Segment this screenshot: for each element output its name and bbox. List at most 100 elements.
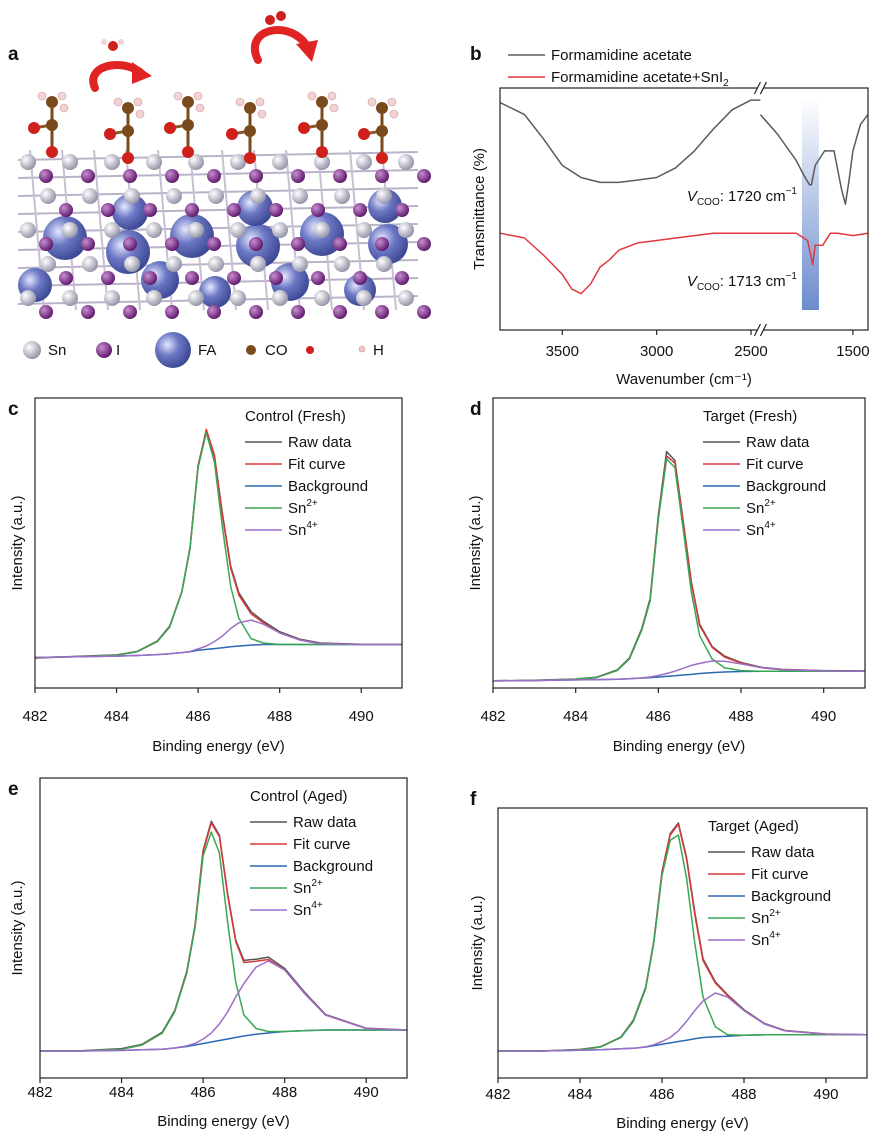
sn-atom [356,290,372,306]
legend-label: Sn2+ [746,498,776,517]
legend-label-part: Raw data [751,844,815,861]
h-atom [195,103,205,113]
legend-label: Raw data [293,814,357,831]
legend-label-part: 4+ [311,900,323,911]
x-tick-label: 2500 [734,343,767,360]
legend-label: Sn4+ [751,930,781,949]
o-atom [298,122,310,134]
sn-atom [230,222,246,238]
sn-atom [104,290,120,306]
i-atom [207,305,221,319]
legend-label-part: Sn [746,500,764,517]
y-axis-label: Transmittance (%) [471,148,488,270]
i-atom [165,237,179,251]
sn-atom [188,222,204,238]
i-atom [165,169,179,183]
plot-frame [497,807,868,1079]
sn-atom [230,290,246,306]
plot-frame [499,87,869,331]
i-atom [333,169,347,183]
o-atom [108,41,118,51]
panel-label: c [8,399,19,420]
c-atom [376,102,388,114]
c-atom [316,119,328,131]
sn-icon [23,341,41,359]
h-atom [133,97,143,107]
sn-atom [356,154,372,170]
legend-label-part: 4+ [306,520,318,531]
x-tick-label: 484 [109,1084,134,1101]
h-atom [118,39,124,45]
arrow-head [132,62,152,84]
sn-atom [314,154,330,170]
legend-label-part: Background [751,888,831,905]
legend-label-part: Raw data [288,434,352,451]
i-atom [291,237,305,251]
legend-label-part: Background [746,478,826,495]
legend-label-part: Fit curve [751,866,809,883]
series-line [492,660,866,682]
x-axis-label: Binding energy (eV) [157,1113,290,1130]
legend-label: Background [751,888,831,905]
legend-label-part: Sn [746,522,764,539]
axis-break-gap [757,328,764,332]
sn-atom [62,222,78,238]
legend-label-part: Sn [751,910,769,927]
h-atom [255,97,265,107]
y-axis-label: Intensity (a.u.) [9,495,26,590]
x-tick-label: 482 [480,708,505,725]
c-atom [316,96,328,108]
legend-label: Raw data [746,434,810,451]
sn-atom [334,256,350,272]
x-tick-label: 484 [567,1086,592,1103]
o-atom [376,152,388,164]
i-atom [249,237,263,251]
series-line [498,992,868,1052]
c-icon [246,345,256,355]
structure-illustration [17,11,431,319]
legend-label-part: Sn [293,880,311,897]
i-atom [143,271,157,285]
panel-label: e [8,779,19,800]
h-atom [113,97,123,107]
h-atom [59,103,69,113]
h-atom [135,109,145,119]
annotation: VCOO: 1713 cm−1 [687,271,798,293]
atom-legend: Sn I FA CO H [23,332,384,368]
legend-label-part: Fit curve [288,456,346,473]
sn-atom [82,188,98,204]
i-atom [123,305,137,319]
annotation-part: V [687,188,699,205]
o-atom [265,15,275,25]
i-atom [81,305,95,319]
highlight-band [801,98,819,310]
series-line [759,114,869,205]
i-atom [395,271,409,285]
h-atom [327,91,337,101]
o-atom [226,128,238,140]
c-atom [376,125,388,137]
panel-label: b [470,44,482,65]
legend-label: Sn2+ [288,498,318,517]
i-atom [59,271,73,285]
o-atom [164,122,176,134]
sn-atom [188,154,204,170]
annotation-part: COO [697,282,720,293]
x-tick-label: 488 [728,708,753,725]
sn-atom [62,154,78,170]
x-tick-label: 486 [186,708,211,725]
x-tick-label: 482 [27,1084,52,1101]
legend-label: Sn4+ [288,520,318,539]
sn-atom [292,256,308,272]
i-atom [333,305,347,319]
series-line [34,432,402,659]
annotation: VCOO: 1720 cm−1 [687,186,798,208]
h-atom [37,91,47,101]
i-atom [81,237,95,251]
legend-label: Sn2+ [751,908,781,927]
legend-label: Formamidine acetate [551,47,692,64]
series-line [498,1034,867,1052]
i-atom [269,203,283,217]
x-tick-label: 486 [191,1084,216,1101]
h-atom [389,109,399,119]
